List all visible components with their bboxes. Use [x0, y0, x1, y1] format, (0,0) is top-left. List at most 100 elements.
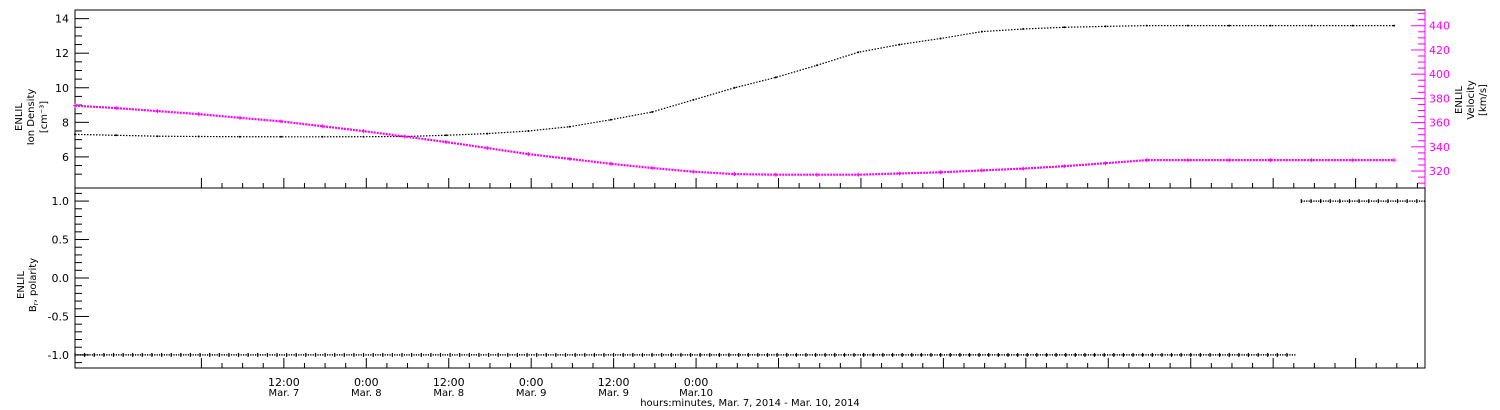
density-point [115, 134, 118, 137]
density-point [692, 98, 695, 101]
polarity-point [1396, 199, 1399, 204]
velocity-point [361, 129, 366, 134]
density-velocity-frame [74, 9, 1426, 189]
velocity-point [856, 172, 861, 177]
polarity-point [1368, 199, 1370, 204]
polarity-point [1247, 352, 1249, 357]
polarity-point [516, 352, 518, 357]
velocity-point [815, 172, 819, 177]
polarity-point [420, 352, 422, 357]
polarity-point [920, 352, 922, 357]
polarity-point [161, 352, 163, 357]
polarity-point [1219, 352, 1221, 357]
polarity-point [882, 352, 884, 357]
polarity-point [728, 352, 730, 357]
polarity-point [641, 352, 644, 357]
density-point [1187, 24, 1189, 27]
polarity-point [545, 352, 547, 357]
density-axis-title-line2: Ion Density [26, 89, 37, 146]
velocity-point [1144, 158, 1149, 163]
density-point [1063, 26, 1066, 29]
polarity-point [170, 352, 172, 357]
density-point [651, 111, 654, 113]
density-point [321, 135, 324, 138]
polarity-tick-label: -1.0 [48, 349, 69, 362]
velocity-point [650, 166, 655, 170]
velocity-point [1309, 158, 1314, 163]
polarity-point [1276, 352, 1278, 357]
polarity-point [815, 352, 817, 357]
polarity-point [930, 352, 932, 357]
density-point [486, 132, 489, 135]
polarity-point [709, 352, 711, 357]
density-axis-title-line1: ENLIL [14, 103, 25, 131]
polarity-point [1170, 352, 1173, 357]
density-point [733, 86, 736, 89]
density-tick-label: 8 [62, 116, 69, 129]
polarity-point [747, 352, 749, 357]
density-point [1104, 25, 1107, 28]
velocity-tick-label: 440 [1429, 20, 1450, 33]
density-point [1228, 24, 1231, 27]
polarity-point [132, 352, 134, 357]
density-point [445, 134, 447, 137]
density-point [980, 30, 983, 33]
polarity-point [892, 352, 894, 357]
x-tick-label-day: Mar.10 [679, 388, 713, 399]
x-tick-label-time: 12:00 [598, 376, 630, 389]
polarity-point [1161, 352, 1163, 357]
polarity-point [757, 352, 759, 357]
velocity-point [1227, 158, 1232, 163]
polarity-point [1348, 199, 1350, 204]
polarity-point [1017, 352, 1019, 357]
polarity-point [112, 352, 115, 357]
velocity-axis-title-line3: [km/s] [1478, 84, 1489, 116]
polarity-panel: -1.0 -0.5 0.0 0.5 1.0 [48, 187, 1426, 369]
polarity-point [401, 352, 403, 357]
density-point [1269, 24, 1272, 27]
polarity-point [1228, 352, 1230, 357]
polarity-point [507, 352, 509, 357]
velocity-tick-label: 380 [1429, 92, 1450, 105]
polarity-point [305, 352, 307, 357]
polarity-point [391, 352, 393, 357]
polarity-point [1180, 352, 1182, 357]
polarity-point [997, 352, 999, 357]
polarity-point [353, 352, 355, 357]
density-tick-label: 14 [55, 13, 69, 26]
x-tick-label-time: 12:00 [268, 376, 300, 389]
polarity-point [189, 352, 191, 357]
polarity-point [622, 352, 624, 357]
density-tick-label: 10 [55, 82, 69, 95]
polarity-point [766, 352, 769, 357]
polarity-point [1142, 352, 1144, 357]
polarity-point [843, 352, 846, 357]
polarity-point [1199, 352, 1201, 357]
polarity-axis-title-line1: ENLIL [16, 271, 27, 299]
polarity-point [1416, 199, 1418, 204]
x-tick-label-day: Mar. 9 [516, 388, 547, 399]
polarity-point [1055, 352, 1057, 357]
polarity-point [680, 352, 682, 357]
polarity-point [459, 352, 461, 357]
polarity-axis-title-line2: Br, polarity [28, 258, 40, 312]
polarity-point [1074, 352, 1076, 357]
polarity-point [1320, 199, 1322, 204]
polarity-point [199, 352, 201, 357]
polarity-point [151, 352, 153, 357]
density-tick-label: 12 [55, 47, 69, 60]
polarity-point [343, 352, 345, 357]
polarity-tick-label: 0.5 [52, 234, 70, 247]
velocity-point [608, 161, 613, 166]
polarity-point [911, 352, 913, 357]
polarity-point [1103, 352, 1105, 357]
polarity-point [1113, 352, 1115, 357]
density-series [74, 25, 1395, 138]
polarity-point [1036, 352, 1038, 357]
polarity-point [1406, 199, 1408, 204]
polarity-point [84, 352, 86, 357]
polarity-point [93, 352, 95, 357]
polarity-point [468, 352, 470, 357]
density-point [1022, 28, 1025, 30]
